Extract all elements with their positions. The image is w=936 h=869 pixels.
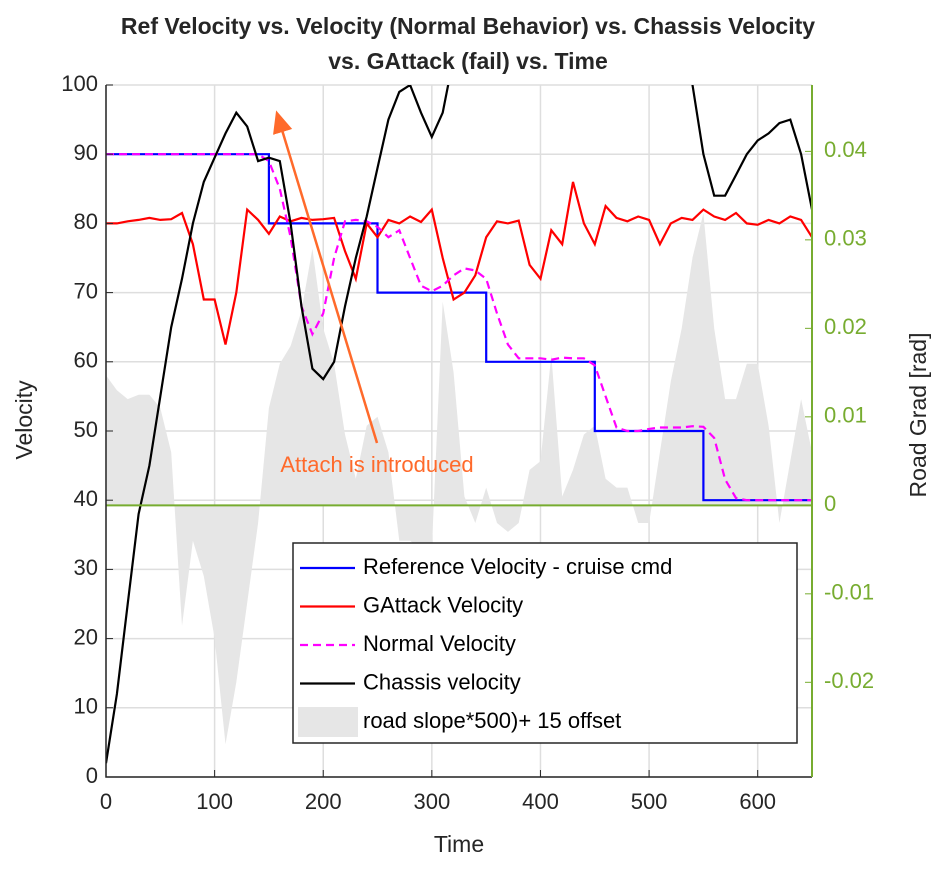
legend-label: GAttack Velocity bbox=[363, 592, 523, 617]
y-tick-label: 30 bbox=[74, 555, 98, 580]
x-tick-label: 400 bbox=[522, 789, 559, 814]
y-tick-label: 20 bbox=[74, 624, 98, 649]
y2-tick-label: 0.02 bbox=[824, 314, 867, 339]
y2-tick-label: 0 bbox=[824, 491, 836, 516]
y-tick-label: 40 bbox=[74, 486, 98, 511]
axis-frame bbox=[105, 85, 812, 778]
x-tick-label: 500 bbox=[631, 789, 668, 814]
y2-tick-label: 0.04 bbox=[824, 137, 867, 162]
x-tick-label: 600 bbox=[739, 789, 776, 814]
legend-label: Reference Velocity - cruise cmd bbox=[363, 554, 672, 579]
legend-label: Normal Velocity bbox=[363, 631, 516, 656]
x-tick-label: 300 bbox=[413, 789, 450, 814]
y-tick-label: 10 bbox=[74, 694, 98, 719]
legend: Reference Velocity - cruise cmd GAttack V… bbox=[292, 542, 798, 744]
axes: 0 100 200 300 400 500 600 0 10 20 30 40 50 60 70 80 90 10… bbox=[61, 71, 874, 814]
legend-label: Chassis velocity bbox=[363, 669, 521, 694]
chart-title: Ref Velocity vs. Velocity (Normal Behavi… bbox=[121, 13, 815, 39]
y-tick-label: 90 bbox=[74, 140, 98, 165]
x-tick-label: 0 bbox=[100, 789, 112, 814]
x-tick-label: 200 bbox=[305, 789, 342, 814]
y-tick-label: 80 bbox=[74, 209, 98, 234]
y2-tick-label: -0.01 bbox=[824, 580, 874, 605]
y-tick-label: 100 bbox=[61, 71, 98, 96]
y2-tick-label: 0.01 bbox=[824, 403, 867, 428]
x-axis-label: Time bbox=[434, 831, 484, 857]
line bbox=[106, 85, 812, 764]
y-tick-label: 0 bbox=[86, 763, 98, 788]
line bbox=[106, 153, 812, 502]
plot-area bbox=[106, 85, 812, 764]
legend-swatch bbox=[298, 707, 358, 737]
y-tick-label: 50 bbox=[74, 417, 98, 442]
annotation-arrow bbox=[273, 110, 379, 444]
x-tick-label: 100 bbox=[196, 789, 233, 814]
legend-label: road slope*500)+ 15 offset bbox=[363, 708, 621, 733]
y2-axis-label: Road Grad [rad] bbox=[905, 333, 931, 498]
line bbox=[106, 153, 812, 502]
y2-tick-label: -0.02 bbox=[824, 668, 874, 693]
line bbox=[106, 181, 812, 345]
y-tick-label: 70 bbox=[74, 278, 98, 303]
y-tick-label: 60 bbox=[74, 348, 98, 373]
area bbox=[106, 213, 812, 745]
chart-title: vs. GAttack (fail) vs. Time bbox=[328, 48, 608, 74]
y2-tick-label: 0.03 bbox=[824, 226, 867, 251]
y-axis-label: Velocity bbox=[11, 380, 37, 460]
legend-box bbox=[292, 542, 798, 744]
annotation-text: Attach is introduced bbox=[280, 452, 473, 477]
